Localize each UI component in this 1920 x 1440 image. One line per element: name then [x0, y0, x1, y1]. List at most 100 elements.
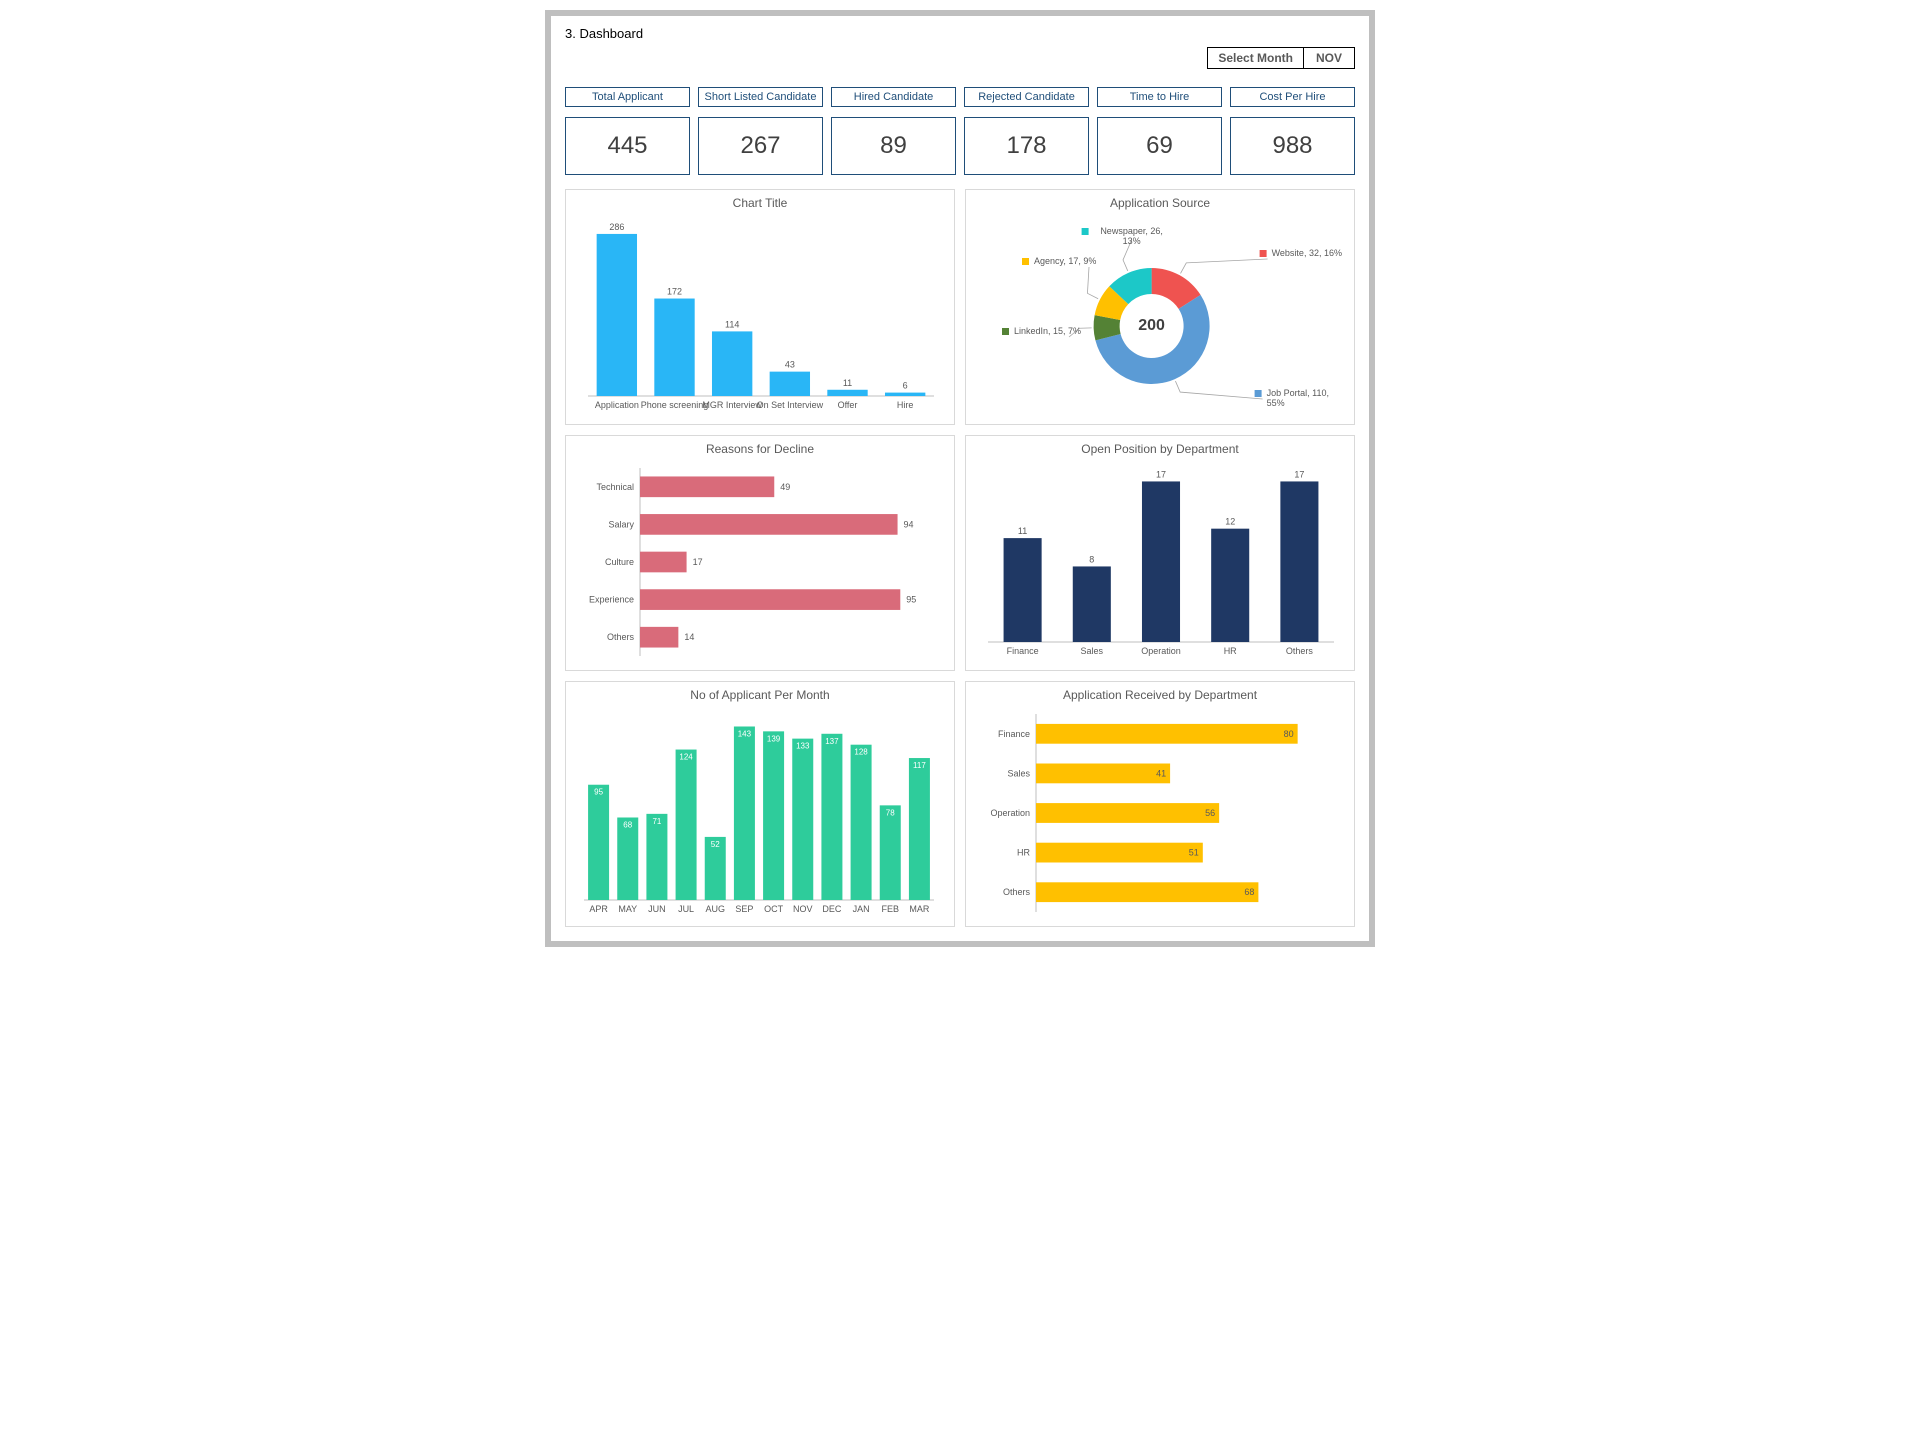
svg-text:Agency, 17, 9%: Agency, 17, 9%	[1034, 256, 1096, 266]
kpi-values-row: 4452678917869988	[565, 107, 1355, 175]
kpi-label: Cost Per Hire	[1230, 87, 1355, 107]
openpos-chart-svg: Finance 11 Sales 8 Operation 17 HR 12 Others 17	[974, 462, 1344, 662]
svg-text:Offer: Offer	[838, 400, 858, 410]
svg-text:71: 71	[652, 817, 661, 826]
source-chart-svg: 200 Website, 32, 16% Job Portal, 110,55% Li…	[974, 216, 1344, 416]
decline-chart-svg: Technical49Salary94Culture17Experience95…	[574, 462, 944, 662]
svg-text:137: 137	[825, 737, 839, 746]
svg-text:17: 17	[1156, 469, 1166, 479]
svg-text:172: 172	[667, 287, 682, 297]
svg-text:Others: Others	[1286, 646, 1314, 656]
openpos-chart: Open Position by Department Finance 11 Sal…	[965, 435, 1355, 671]
svg-text:Newspaper, 26,13%: Newspaper, 26,13%	[1100, 226, 1163, 246]
page-title: 3. Dashboard	[565, 26, 1355, 41]
appdept-chart: Application Received by Department Finan…	[965, 681, 1355, 927]
kpi-label: Rejected Candidate	[964, 87, 1089, 107]
svg-text:52: 52	[711, 840, 720, 849]
svg-text:200: 200	[1138, 317, 1165, 334]
svg-text:11: 11	[843, 378, 852, 388]
charts-grid: Chart Title Application286Phone screenin…	[565, 189, 1355, 927]
svg-text:MAR: MAR	[909, 904, 930, 914]
source-chart-title: Application Source	[974, 196, 1346, 210]
svg-text:68: 68	[623, 820, 632, 829]
svg-text:Experience: Experience	[589, 595, 634, 605]
month-selector-row: Select Month NOV	[565, 47, 1355, 69]
svg-text:FEB: FEB	[881, 904, 899, 914]
svg-text:11: 11	[1018, 526, 1027, 536]
svg-text:68: 68	[1244, 887, 1254, 897]
funnel-chart-svg: Application286Phone screening172MGR Inte…	[574, 216, 944, 416]
svg-text:OCT: OCT	[764, 904, 784, 914]
svg-text:56: 56	[1205, 808, 1215, 818]
svg-text:Culture: Culture	[605, 557, 634, 567]
svg-text:17: 17	[1294, 469, 1304, 479]
svg-text:6: 6	[903, 381, 908, 391]
kpi-value: 445	[565, 117, 690, 175]
svg-text:49: 49	[780, 482, 790, 492]
decline-chart-title: Reasons for Decline	[574, 442, 946, 456]
svg-text:DEC: DEC	[822, 904, 842, 914]
funnel-chart: Chart Title Application286Phone screenin…	[565, 189, 955, 425]
svg-text:Technical: Technical	[596, 482, 634, 492]
month-selector-value: NOV	[1304, 48, 1354, 68]
appmonth-chart: No of Applicant Per Month APR95MAY68JUN7…	[565, 681, 955, 927]
svg-text:143: 143	[738, 729, 752, 738]
svg-text:124: 124	[679, 753, 693, 762]
month-selector[interactable]: Select Month NOV	[1207, 47, 1355, 69]
kpi-value: 89	[831, 117, 956, 175]
svg-text:114: 114	[725, 319, 739, 329]
svg-text:HR: HR	[1017, 848, 1030, 858]
kpi-value: 69	[1097, 117, 1222, 175]
svg-text:Phone screening: Phone screening	[641, 400, 709, 410]
kpi-value: 178	[964, 117, 1089, 175]
appdept-chart-title: Application Received by Department	[974, 688, 1346, 702]
svg-text:Salary: Salary	[608, 519, 634, 529]
svg-text:51: 51	[1189, 848, 1199, 858]
svg-text:JUN: JUN	[648, 904, 666, 914]
svg-text:Job Portal, 110,55%: Job Portal, 110,55%	[1267, 388, 1329, 408]
source-chart: Application Source 200 Website, 32, 16% Jo…	[965, 189, 1355, 425]
svg-text:Others: Others	[607, 632, 635, 642]
svg-text:286: 286	[609, 222, 624, 232]
svg-text:Hire: Hire	[897, 400, 914, 410]
svg-text:Operation: Operation	[990, 808, 1030, 818]
svg-text:Finance: Finance	[1007, 646, 1039, 656]
svg-text:8: 8	[1089, 554, 1094, 564]
kpi-value: 267	[698, 117, 823, 175]
svg-text:Sales: Sales	[1007, 768, 1030, 778]
svg-text:MGR Interview: MGR Interview	[702, 400, 762, 410]
svg-text:APR: APR	[589, 904, 608, 914]
svg-text:HR: HR	[1224, 646, 1237, 656]
svg-text:JAN: JAN	[853, 904, 870, 914]
svg-text:JUL: JUL	[678, 904, 694, 914]
svg-text:14: 14	[684, 632, 694, 642]
svg-text:78: 78	[886, 808, 895, 817]
svg-text:139: 139	[767, 734, 781, 743]
svg-text:Operation: Operation	[1141, 646, 1181, 656]
svg-text:SEP: SEP	[735, 904, 753, 914]
svg-text:AUG: AUG	[705, 904, 725, 914]
svg-text:41: 41	[1156, 768, 1166, 778]
svg-text:133: 133	[796, 742, 810, 751]
svg-text:12: 12	[1225, 517, 1235, 527]
kpi-value: 988	[1230, 117, 1355, 175]
kpi-labels-row: Total ApplicantShort Listed CandidateHir…	[565, 87, 1355, 107]
svg-text:117: 117	[913, 761, 926, 770]
svg-text:On Set Interview: On Set Interview	[757, 400, 824, 410]
decline-chart: Reasons for Decline Technical49Salary94C…	[565, 435, 955, 671]
svg-text:95: 95	[906, 595, 916, 605]
appmonth-chart-title: No of Applicant Per Month	[574, 688, 946, 702]
svg-text:Sales: Sales	[1081, 646, 1104, 656]
svg-text:95: 95	[594, 788, 603, 797]
svg-text:Website, 32, 16%: Website, 32, 16%	[1272, 248, 1342, 258]
svg-text:LinkedIn, 15, 7%: LinkedIn, 15, 7%	[1014, 326, 1081, 336]
dashboard-frame: 3. Dashboard Select Month NOV Total Appl…	[545, 10, 1375, 947]
svg-text:Others: Others	[1003, 887, 1031, 897]
svg-text:Finance: Finance	[998, 729, 1030, 739]
svg-text:128: 128	[854, 748, 868, 757]
funnel-chart-title: Chart Title	[574, 196, 946, 210]
svg-text:80: 80	[1284, 729, 1294, 739]
svg-text:17: 17	[693, 557, 703, 567]
month-selector-label: Select Month	[1208, 48, 1304, 68]
openpos-chart-title: Open Position by Department	[974, 442, 1346, 456]
